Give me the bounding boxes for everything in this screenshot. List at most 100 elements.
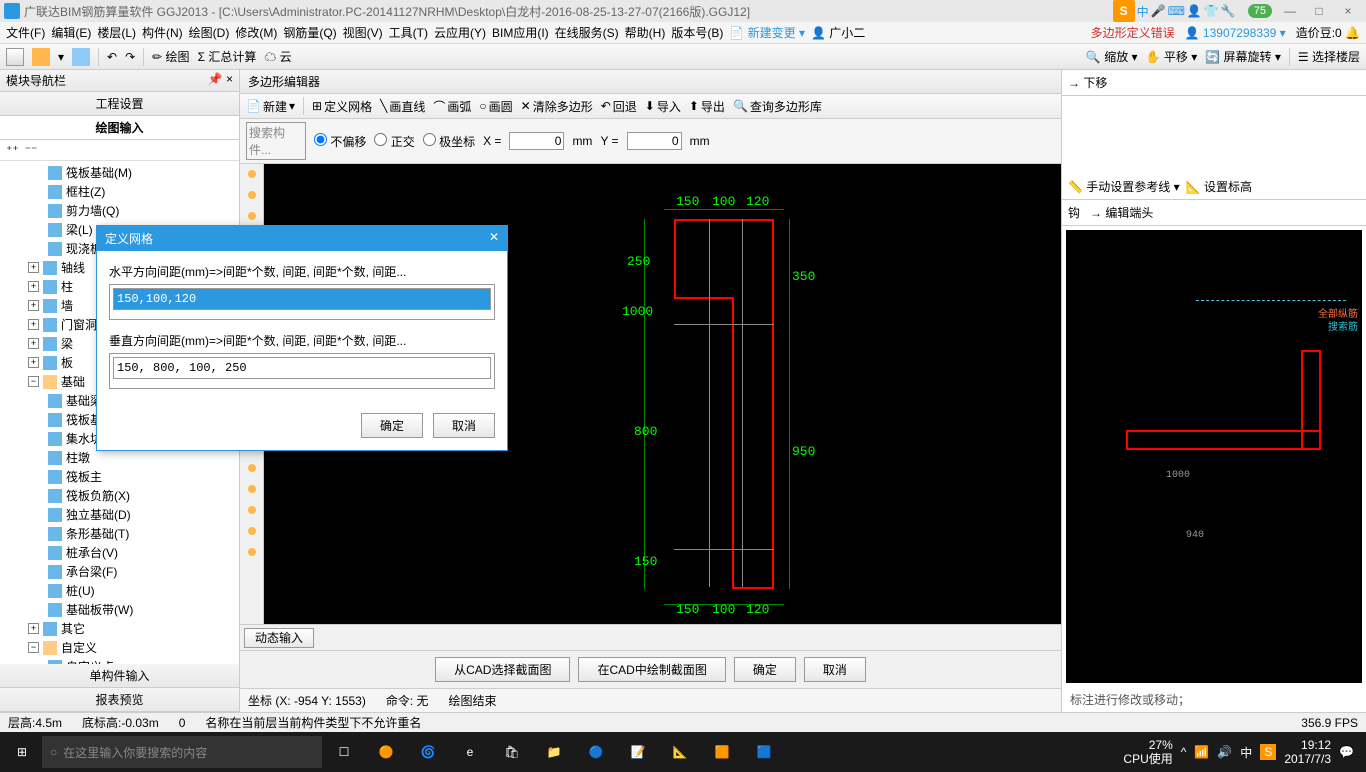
dynamic-input-tab[interactable]: 动态输入 <box>244 628 314 648</box>
app-3[interactable]: 🔵 <box>576 736 616 768</box>
rotate-btn[interactable]: 🔄 屏幕旋转 ▾ <box>1205 48 1281 65</box>
tray-net-icon[interactable]: 📶 <box>1194 745 1209 759</box>
clear-btn[interactable]: ✕ 清除多边形 <box>521 98 593 115</box>
tree-item[interactable]: + 其它 <box>0 619 239 638</box>
tab-project[interactable]: 工程设置 <box>0 92 239 116</box>
move-down[interactable]: → 下移 <box>1068 74 1107 91</box>
menu-component[interactable]: 构件(N) <box>142 24 183 41</box>
arc-btn[interactable]: ⌒ 画弧 <box>433 98 471 115</box>
radio-offset[interactable]: 不偏移 <box>314 133 366 150</box>
tab-report[interactable]: 报表预览 <box>0 688 239 712</box>
circle-btn[interactable]: ○ 画圆 <box>479 98 512 115</box>
new-btn[interactable]: 📄 新建 ▾ <box>246 98 295 115</box>
cpu-meter[interactable]: 27%CPU使用 <box>1123 738 1172 767</box>
hook-btn[interactable]: 钩 <box>1068 204 1080 221</box>
collapse-icon[interactable]: ⁻⁻ <box>25 143 38 157</box>
maximize-button[interactable]: □ <box>1305 2 1333 20</box>
ime-bar[interactable]: S 中 🎤 ⌨ 👤 👕 🔧 <box>1105 0 1244 22</box>
import-btn[interactable]: ⬇ 导入 <box>645 98 681 115</box>
app-7[interactable]: 🟦 <box>744 736 784 768</box>
tray-notif-icon[interactable]: 💬 <box>1339 745 1354 759</box>
new-icon[interactable] <box>6 48 24 66</box>
cloud-icon[interactable]: ☁ 云 <box>264 48 291 65</box>
menu-help[interactable]: 帮助(H) <box>625 24 666 41</box>
undo-btn[interactable]: ↶ 回退 <box>601 98 637 115</box>
line-btn[interactable]: ╲ 画直线 <box>380 98 425 115</box>
tree-item[interactable]: 筏板主 <box>0 467 239 486</box>
menu-file[interactable]: 文件(F) <box>6 24 45 41</box>
menu-version[interactable]: 版本号(B) <box>671 24 723 41</box>
menu-view[interactable]: 视图(V) <box>343 24 383 41</box>
tree-item[interactable]: 独立基础(D) <box>0 505 239 524</box>
query-btn[interactable]: 🔍 查询多边形库 <box>733 98 822 115</box>
tray-s-icon[interactable]: S <box>1260 744 1276 760</box>
app-6[interactable]: 🟧 <box>702 736 742 768</box>
app-explorer[interactable]: 📁 <box>534 736 574 768</box>
elev-btn[interactable]: 📐 设置标高 <box>1186 178 1252 195</box>
radio-polar[interactable]: 极坐标 <box>423 133 475 150</box>
tab-draw[interactable]: 绘图输入 <box>0 116 239 140</box>
tree-item[interactable]: 桩(U) <box>0 581 239 600</box>
menu-cloud[interactable]: 云应用(Y) <box>434 24 486 41</box>
menu-tools[interactable]: 工具(T) <box>389 24 428 41</box>
save-icon[interactable] <box>72 48 90 66</box>
ok-btn[interactable]: 确定 <box>734 657 796 682</box>
menu-edit[interactable]: 编辑(E) <box>51 24 91 41</box>
menu-floor[interactable]: 楼层(L) <box>97 24 136 41</box>
h-input[interactable]: 150,100,120 <box>113 288 491 310</box>
new-change-link[interactable]: 📄 新建变更 ▾ <box>729 24 805 41</box>
menu-online[interactable]: 在线服务(S) <box>555 24 619 41</box>
pin-icon[interactable]: 📌 × <box>208 72 233 89</box>
sum-btn[interactable]: Σ 汇总计算 <box>198 48 257 65</box>
phone-link[interactable]: 👤 13907298339 ▾ <box>1185 26 1286 40</box>
app-1[interactable]: 🟠 <box>366 736 406 768</box>
radio-ortho[interactable]: 正交 <box>374 133 414 150</box>
select-floor[interactable]: ☰ 选择楼层 <box>1298 48 1360 65</box>
cancel-btn[interactable]: 取消 <box>804 657 866 682</box>
tree-item[interactable]: 筏板负筋(X) <box>0 486 239 505</box>
task-view[interactable]: ☐ <box>324 736 364 768</box>
start-button[interactable]: ⊞ <box>4 736 40 768</box>
zoom-btn[interactable]: 🔍 缩放 ▾ <box>1086 48 1138 65</box>
app-edge[interactable]: e <box>450 736 490 768</box>
app-4[interactable]: 📝 <box>618 736 658 768</box>
tree-item[interactable]: 剪力墙(Q) <box>0 201 239 220</box>
taskbar-search[interactable]: ○ 在这里输入你要搜索的内容 <box>42 736 322 768</box>
close-button[interactable]: × <box>1334 2 1362 20</box>
edit-end-btn[interactable]: → 编辑端头 <box>1090 204 1153 221</box>
tree-item[interactable]: 自定义点 <box>0 657 239 664</box>
tray-up-icon[interactable]: ^ <box>1181 745 1187 759</box>
cad-select-btn[interactable]: 从CAD选择截面图 <box>435 657 570 682</box>
tray-vol-icon[interactable]: 🔊 <box>1217 745 1232 759</box>
x-input[interactable] <box>509 132 564 150</box>
menu-rebar[interactable]: 钢筋量(Q) <box>283 24 336 41</box>
draw-btn[interactable]: ✏ 绘图 <box>152 48 189 65</box>
search-box[interactable]: 搜索构件... <box>246 122 306 160</box>
v-input[interactable]: 150, 800, 100, 250 <box>113 357 491 379</box>
tree-item[interactable]: 筏板基础(M) <box>0 163 239 182</box>
undo-icon[interactable]: ↶ <box>107 50 117 64</box>
expand-icon[interactable]: ⁺⁺ <box>6 143 19 157</box>
app-2[interactable]: 🌀 <box>408 736 448 768</box>
cad-draw-btn[interactable]: 在CAD中绘制截面图 <box>578 657 725 682</box>
redo-icon[interactable]: ↷ <box>125 50 135 64</box>
export-btn[interactable]: ⬆ 导出 <box>689 98 725 115</box>
section-canvas[interactable]: 1000 940 全部纵筋 搜索筋 <box>1066 230 1362 683</box>
error-alert[interactable]: 多边形定义错误 <box>1091 24 1175 41</box>
menu-draw[interactable]: 绘图(D) <box>189 24 230 41</box>
menu-bim[interactable]: BIM应用(I) <box>492 24 549 41</box>
grid-btn[interactable]: ⊞ 定义网格 <box>312 98 372 115</box>
dialog-cancel-btn[interactable]: 取消 <box>433 413 495 438</box>
minimize-button[interactable]: — <box>1276 2 1304 20</box>
tree-item[interactable]: 条形基础(T) <box>0 524 239 543</box>
tab-single[interactable]: 单构件输入 <box>0 664 239 688</box>
dialog-close-icon[interactable]: ✕ <box>489 230 499 247</box>
clock[interactable]: 19:122017/7/3 <box>1284 738 1331 767</box>
y-input[interactable] <box>627 132 682 150</box>
ref-line-btn[interactable]: 📏 手动设置参考线 ▾ <box>1068 178 1180 195</box>
dialog-ok-btn[interactable]: 确定 <box>361 413 423 438</box>
tree-item[interactable]: 桩承台(V) <box>0 543 239 562</box>
tree-item[interactable]: 基础板带(W) <box>0 600 239 619</box>
user-link[interactable]: 👤 广小二 <box>811 24 865 41</box>
open-icon[interactable] <box>32 48 50 66</box>
